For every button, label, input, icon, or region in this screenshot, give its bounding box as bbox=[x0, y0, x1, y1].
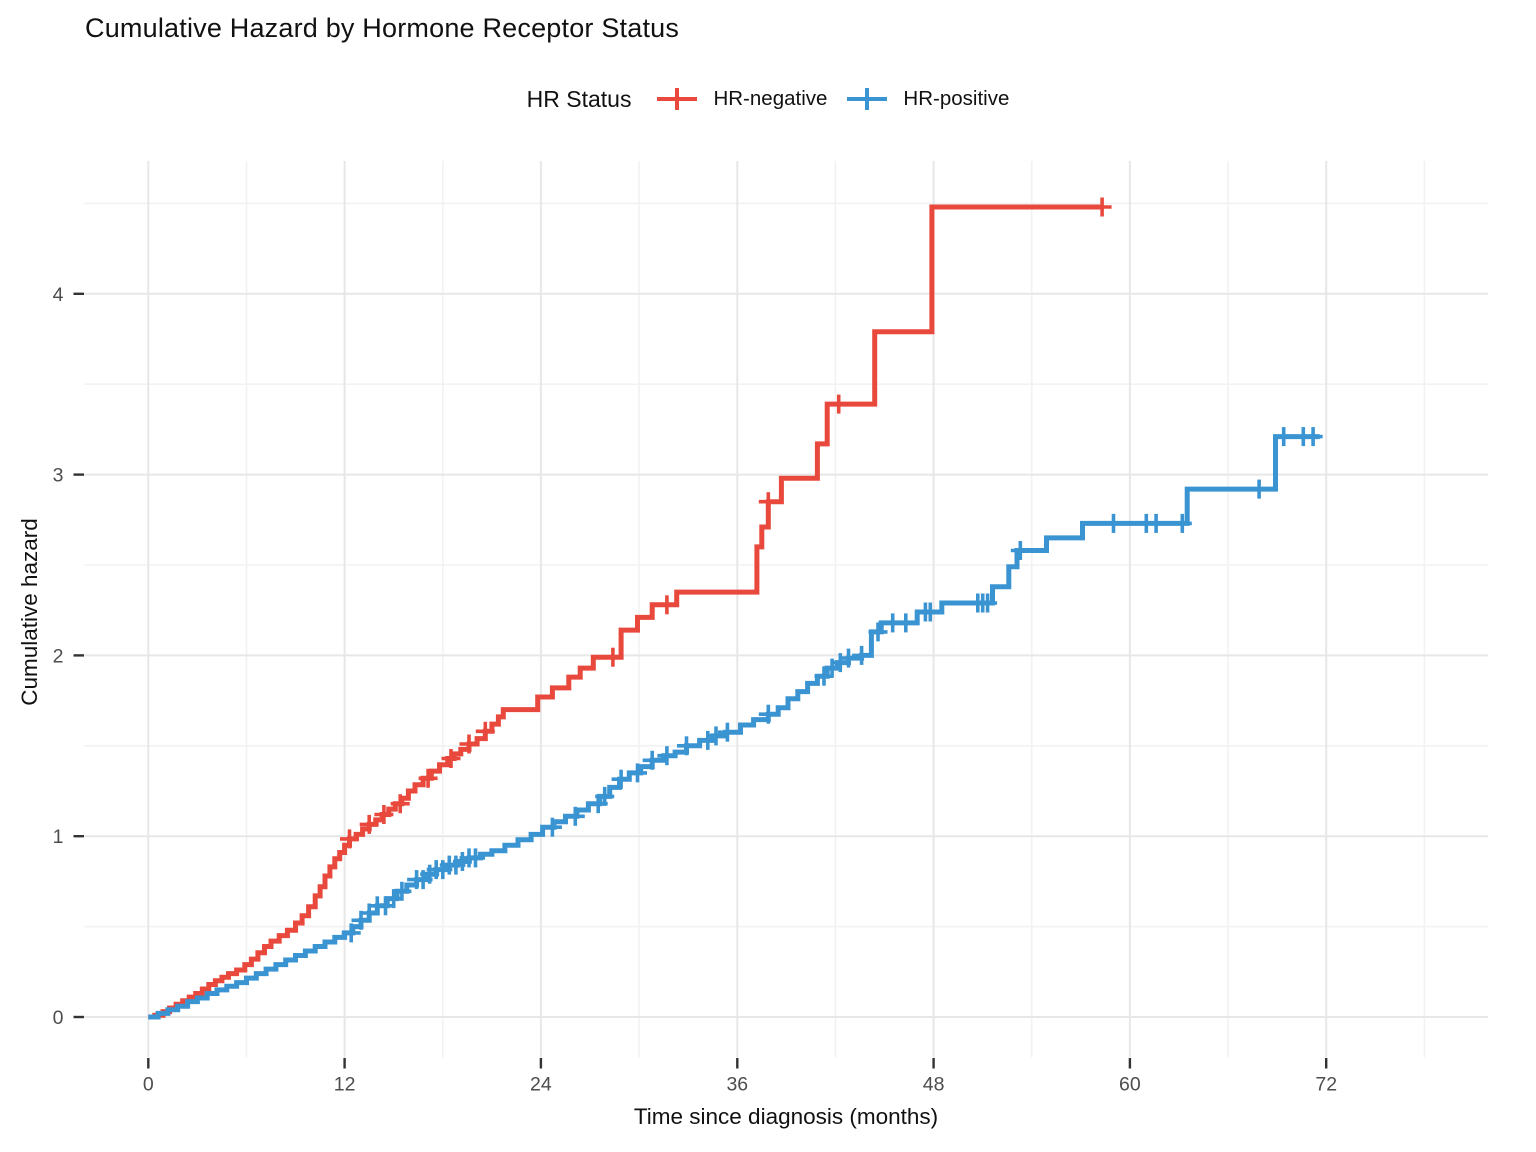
hr-negative-curve bbox=[148, 204, 1104, 1020]
legend-item-hr-negative: HR-negative bbox=[655, 84, 827, 114]
svg-text:1: 1 bbox=[53, 826, 64, 848]
svg-text:48: 48 bbox=[923, 1074, 945, 1096]
svg-text:60: 60 bbox=[1119, 1074, 1141, 1096]
hr-positive-key-icon bbox=[847, 88, 888, 110]
minor-gridlines bbox=[84, 161, 1488, 1058]
axis-ticks bbox=[73, 292, 1328, 1069]
hr-positive-censor-marks bbox=[341, 427, 1323, 943]
x-tick-labels: 0 12 24 36 48 60 72 bbox=[143, 1074, 1337, 1096]
legend: HR Status HR-negative HR-positive bbox=[0, 84, 1536, 114]
legend-item-hr-positive: HR-positive bbox=[845, 84, 1009, 114]
svg-text:3: 3 bbox=[53, 465, 64, 487]
legend-label-hr-positive: HR-positive bbox=[903, 87, 1010, 110]
chart-title: Cumulative Hazard by Hormone Receptor St… bbox=[85, 13, 680, 43]
svg-text:2: 2 bbox=[53, 645, 64, 667]
svg-text:72: 72 bbox=[1315, 1074, 1337, 1096]
legend-label-hr-negative: HR-negative bbox=[713, 87, 828, 110]
svg-text:0: 0 bbox=[143, 1074, 154, 1096]
svg-text:36: 36 bbox=[726, 1074, 748, 1096]
svg-text:24: 24 bbox=[530, 1074, 552, 1096]
svg-text:0: 0 bbox=[53, 1007, 64, 1029]
svg-text:4: 4 bbox=[53, 284, 64, 306]
legend-title: HR Status bbox=[526, 85, 632, 112]
x-axis-title: Time since diagnosis (months) bbox=[633, 1104, 939, 1129]
hr-negative-censor-marks bbox=[340, 197, 1112, 849]
y-axis-title: Cumulative hazard bbox=[17, 518, 42, 706]
hr-negative-key-icon bbox=[657, 88, 698, 110]
major-gridlines bbox=[84, 161, 1488, 1058]
svg-text:12: 12 bbox=[334, 1074, 356, 1096]
y-tick-labels: 0 1 2 3 4 bbox=[53, 284, 64, 1029]
